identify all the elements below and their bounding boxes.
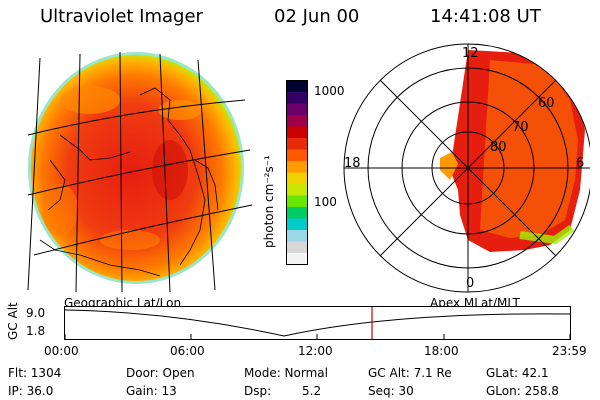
timeline-ticks [64, 334, 571, 340]
timeline-ylabel: GC Alt [6, 302, 20, 340]
colorbar-cell [286, 115, 308, 127]
mlt-label-12: 12 [462, 46, 479, 61]
mlt-label-18: 18 [344, 156, 361, 171]
polar-plot [343, 43, 590, 293]
colorbar-unit-label: photon cm⁻²s⁻¹ [262, 155, 276, 248]
app-title: Ultraviolet Imager [40, 6, 203, 27]
mlt-label-0: 0 [466, 276, 475, 291]
lat-label-60: 60 [538, 96, 555, 111]
colorbar-cell [286, 149, 308, 162]
observation-date: 02 Jun 00 [274, 6, 360, 27]
altitude-curve [64, 309, 571, 337]
flight-number: Flt: 1304 [8, 366, 62, 380]
door-status: Door: Open [126, 366, 195, 380]
colorbar-cell [286, 161, 308, 173]
colorbar-cell [286, 241, 308, 254]
colorbar-cell [286, 218, 308, 231]
dsp-value: 5.2 [302, 384, 322, 398]
colorbar-cell [286, 207, 308, 219]
timeline-xtick-0000: 00:00 [44, 344, 79, 358]
gc-altitude: GC Alt: 7.1 Re [368, 366, 452, 380]
mlt-label-6: 6 [576, 156, 585, 171]
ip-value: IP: 36.0 [8, 384, 54, 398]
colorbar-cell [286, 126, 308, 139]
colorbar [286, 80, 308, 265]
geographic-image [27, 51, 253, 293]
sequence-number: Seq: 30 [368, 384, 414, 398]
timeline-xtick-0600: 06:00 [170, 344, 205, 358]
mode-value: Mode: Normal [244, 366, 328, 380]
dsp-label: Dsp: [244, 384, 272, 398]
polar-aurora [440, 50, 585, 252]
geographic-latitude: GLat: 42.1 [486, 366, 549, 380]
coastlines [39, 87, 219, 277]
timeline-xtick-1800: 18:00 [424, 344, 459, 358]
geographic-longitude: GLon: 258.8 [486, 384, 559, 398]
timeline-ytick-high: 9.0 [26, 306, 46, 320]
colorbar-cell [286, 195, 308, 208]
timeline-ytick-low: 1.8 [26, 324, 46, 338]
colorbar-cell [286, 138, 308, 150]
lat-label-70: 70 [512, 120, 529, 135]
colorbar-cell [286, 253, 308, 265]
colorbar-cell [286, 184, 308, 196]
altitude-timeline [64, 306, 571, 340]
colorbar-cell [286, 92, 308, 104]
lat-label-80: 80 [490, 140, 507, 155]
colorbar-cell [286, 230, 308, 242]
timeline-xtick-1200: 12:00 [298, 344, 333, 358]
polar-grid [343, 43, 590, 293]
observation-time: 14:41:08 UT [430, 6, 541, 27]
colorbar-cell [286, 80, 308, 93]
gain-value: Gain: 13 [126, 384, 177, 398]
colorbar-cell [286, 172, 308, 185]
colorbar-cell [286, 103, 308, 116]
timeline-xtick-2359: 23:59 [552, 344, 587, 358]
colorbar-tick-100: 100 [314, 195, 337, 209]
disk-texture [42, 86, 202, 250]
colorbar-tick-1000: 1000 [314, 84, 345, 98]
